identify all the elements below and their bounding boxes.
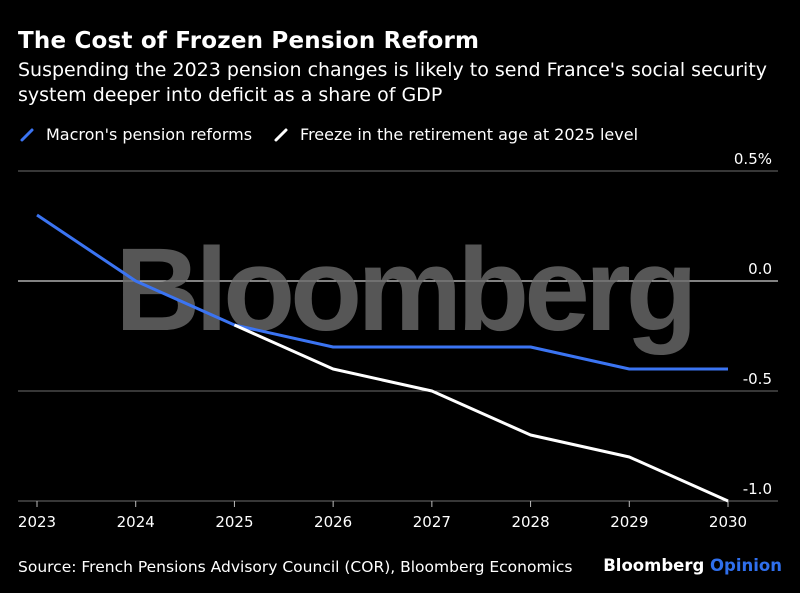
x-tick-label: 2024 bbox=[117, 513, 155, 531]
brand-logo: Bloomberg Opinion bbox=[603, 556, 782, 575]
legend-label-macron: Macron's pension reforms bbox=[46, 124, 253, 144]
bloomberg-watermark: Bloomberg bbox=[115, 224, 693, 356]
x-tick-label: 2029 bbox=[610, 513, 648, 531]
x-tick-label: 2027 bbox=[413, 513, 451, 531]
y-tick-label: 0.0 bbox=[748, 260, 772, 278]
source-note: Source: French Pensions Advisory Council… bbox=[18, 558, 573, 576]
legend-swatch-macron bbox=[18, 124, 38, 144]
x-tick-label: 2026 bbox=[314, 513, 352, 531]
chart-subtitle: Suspending the 2023 pension changes is l… bbox=[18, 59, 768, 106]
legend-swatch-freeze bbox=[272, 124, 292, 144]
series-layer bbox=[36, 213, 729, 503]
x-tick-label: 2023 bbox=[18, 513, 56, 531]
legend-item-freeze: Freeze in the retirement age at 2025 lev… bbox=[272, 124, 638, 144]
y-tick-label: 0.5% bbox=[734, 150, 772, 168]
grid-layer bbox=[18, 170, 778, 507]
chart-title: The Cost of Frozen Pension Reform bbox=[18, 28, 480, 54]
brand-suffix: Opinion bbox=[710, 556, 782, 575]
series-line-macron bbox=[36, 213, 728, 371]
legend: Macron's pension reforms Freeze in the r… bbox=[18, 124, 658, 144]
x-tick-label: 2028 bbox=[511, 513, 549, 531]
y-tick-label: -1.0 bbox=[743, 480, 772, 498]
label-layer: 0.5% 0.0 -0.5 -1.0 2023 2024 2025 2026 2027 2028 2… bbox=[18, 150, 772, 531]
brand-name: Bloomberg bbox=[603, 556, 705, 575]
legend-item-macron: Macron's pension reforms bbox=[18, 124, 252, 144]
x-tick-label: 2025 bbox=[215, 513, 253, 531]
legend-label-freeze: Freeze in the retirement age at 2025 lev… bbox=[300, 124, 639, 144]
series-line-freeze bbox=[233, 323, 729, 503]
x-tick-label: 2030 bbox=[709, 513, 747, 531]
y-tick-label: -0.5 bbox=[743, 370, 772, 388]
